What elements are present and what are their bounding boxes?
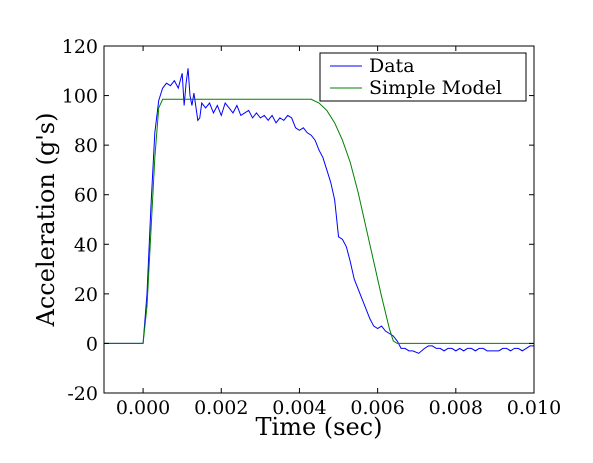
y-tick-label: 120 bbox=[62, 36, 98, 58]
x-tick-label: 0.002 bbox=[194, 397, 248, 419]
x-axis-label: Time (sec) bbox=[256, 413, 383, 441]
series-line-simple-model bbox=[104, 98, 534, 344]
x-tick-label: 0.006 bbox=[350, 397, 404, 419]
legend: Data Simple Model bbox=[319, 52, 527, 102]
tick-layer: 0.000 0.002 0.004 0.006 0.008 0.010 -20 0 20 40 60… bbox=[62, 36, 561, 419]
y-tick-label: 20 bbox=[74, 284, 98, 306]
y-tick-label: 80 bbox=[74, 135, 98, 157]
y-axis-label: Acceleration (g's) bbox=[32, 113, 60, 328]
legend-box bbox=[319, 52, 527, 102]
y-tick-label: 40 bbox=[74, 234, 98, 256]
plot-frame bbox=[103, 45, 535, 394]
y-tick-label: -20 bbox=[67, 383, 98, 405]
y-tick-label: 60 bbox=[74, 185, 98, 207]
legend-label-data: Data bbox=[369, 55, 415, 77]
x-tick-label: 0.004 bbox=[272, 397, 326, 419]
y-tick-label: 100 bbox=[62, 86, 98, 108]
legend-label-simple-model: Simple Model bbox=[369, 77, 502, 99]
x-tick-label: 0.010 bbox=[507, 397, 561, 419]
x-tick-label: 0.000 bbox=[116, 397, 170, 419]
series-layer bbox=[104, 68, 534, 354]
y-tick-label: 0 bbox=[86, 333, 98, 355]
x-tick-label: 0.008 bbox=[429, 397, 483, 419]
